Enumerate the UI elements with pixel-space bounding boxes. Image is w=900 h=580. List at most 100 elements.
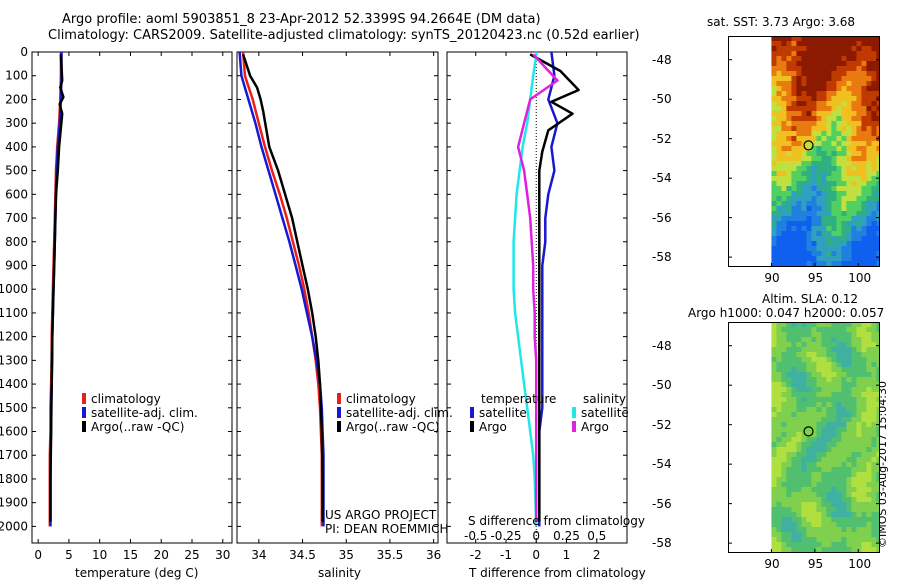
map-cell — [871, 161, 877, 167]
map-cell — [816, 41, 822, 47]
map-cell — [876, 186, 880, 192]
map-cell — [771, 51, 777, 57]
map-cell — [871, 261, 877, 267]
map-cell — [816, 146, 822, 152]
map-cell — [871, 36, 877, 42]
map-cell — [806, 452, 812, 458]
map-cell — [771, 256, 777, 262]
map-cell — [816, 156, 822, 162]
map-cell — [791, 166, 797, 172]
map-cell — [856, 522, 862, 528]
map-cell — [866, 347, 872, 353]
map-cell — [856, 467, 862, 473]
map-cell — [771, 241, 777, 247]
map-cell — [841, 387, 847, 393]
map-cell — [771, 91, 777, 97]
map-cell — [821, 66, 827, 72]
map-cell — [796, 427, 802, 433]
map-cell — [871, 507, 877, 513]
map-cell — [861, 201, 867, 207]
map-cell — [861, 547, 867, 553]
map-cell — [791, 256, 797, 262]
map-cell — [836, 56, 842, 62]
map-cell — [866, 126, 872, 132]
map-cell — [831, 417, 837, 423]
map-cell — [851, 41, 857, 47]
map-cell — [821, 527, 827, 533]
map-cell — [866, 397, 872, 403]
map-cell — [826, 121, 832, 127]
map-cell — [776, 221, 782, 227]
map-cell — [871, 452, 877, 458]
map-cell — [861, 347, 867, 353]
map-cell — [826, 156, 832, 162]
map-cell — [811, 452, 817, 458]
map-cell — [771, 116, 777, 122]
map-cell — [841, 71, 847, 77]
map-cell — [826, 512, 832, 518]
legend-swatch — [337, 393, 341, 404]
map-cell — [816, 482, 822, 488]
map-cell — [781, 487, 787, 493]
map-cell — [846, 542, 852, 548]
map-cell — [836, 462, 842, 468]
map-cell — [866, 407, 872, 413]
map-cell — [861, 246, 867, 252]
map-cell — [861, 377, 867, 383]
map-cell — [821, 512, 827, 518]
map-cell — [836, 472, 842, 478]
map-cell — [811, 342, 817, 348]
map-cell — [771, 131, 777, 137]
map-cell — [826, 432, 832, 438]
map-cell — [811, 537, 817, 543]
map-cell — [821, 347, 827, 353]
map-cell — [836, 412, 842, 418]
map-cell — [796, 337, 802, 343]
map-cell — [826, 96, 832, 102]
map-cell — [816, 517, 822, 523]
map-cell — [776, 171, 782, 177]
map-cell — [771, 186, 777, 192]
map-cell — [856, 382, 862, 388]
map-cell — [821, 111, 827, 117]
map-cell — [821, 191, 827, 197]
map-cell — [856, 261, 862, 267]
map-cell — [791, 367, 797, 373]
map-cell — [866, 427, 872, 433]
y-tick-label: 900 — [5, 258, 28, 272]
map-cell — [846, 66, 852, 72]
map-cell — [851, 156, 857, 162]
y-tick-label: 1600 — [0, 425, 28, 439]
map-cell — [796, 111, 802, 117]
map-cell — [866, 322, 872, 328]
map-cell — [841, 166, 847, 172]
map-cell — [871, 327, 877, 333]
map-cell — [876, 256, 880, 262]
map-cell — [806, 46, 812, 52]
map-cell — [816, 392, 822, 398]
map-cell — [831, 231, 837, 237]
map-cell — [811, 246, 817, 252]
map-cell — [826, 447, 832, 453]
map-cell — [836, 477, 842, 483]
map-cell — [836, 171, 842, 177]
map-cell — [871, 116, 877, 122]
map-cell — [811, 417, 817, 423]
map-cell — [871, 206, 877, 212]
map-cell — [836, 447, 842, 453]
map-cell — [811, 382, 817, 388]
map-cell — [856, 502, 862, 508]
map-cell — [831, 482, 837, 488]
map-cell — [791, 342, 797, 348]
map-cell — [826, 126, 832, 132]
plot-frame — [31, 51, 233, 544]
map-cell — [846, 261, 852, 267]
map-cell — [831, 447, 837, 453]
map-cell — [846, 196, 852, 202]
map-cell — [806, 457, 812, 463]
map-cell — [866, 512, 872, 518]
map-cell — [771, 387, 777, 393]
map-cell — [841, 191, 847, 197]
map-cell — [831, 126, 837, 132]
